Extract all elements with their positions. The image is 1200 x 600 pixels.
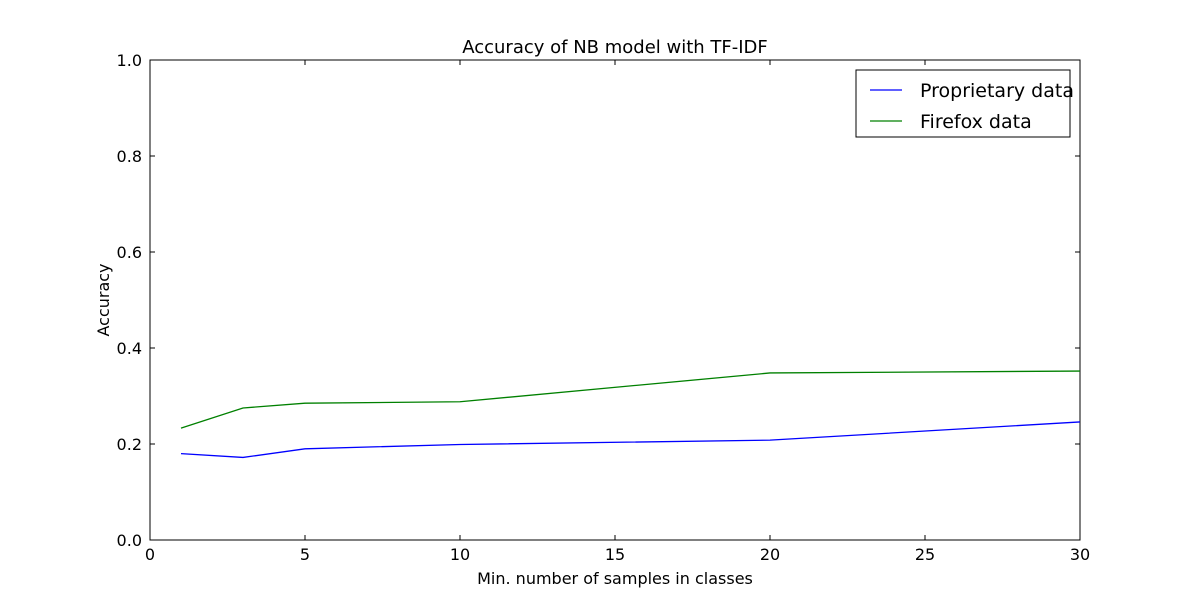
y-tick-label: 0.6 <box>117 243 142 262</box>
y-tick-label: 1.0 <box>117 51 142 70</box>
series-line-proprietary <box>180 421 1081 459</box>
x-tick-label: 30 <box>1070 545 1090 564</box>
x-tick-label: 10 <box>450 545 470 564</box>
x-axis-label: Min. number of samples in classes <box>477 569 753 588</box>
x-tick-label: 25 <box>915 545 935 564</box>
y-tick-label: 0.8 <box>117 147 142 166</box>
series-layer <box>180 370 1081 459</box>
x-tick-label: 20 <box>760 545 780 564</box>
series-line-firefox <box>180 370 1081 429</box>
legend-label-proprietary: Proprietary data <box>920 80 1074 102</box>
chart-title: Accuracy of NB model with TF-IDF <box>462 37 768 58</box>
y-tick-label: 0.4 <box>117 339 142 358</box>
x-tick-label: 5 <box>300 545 310 564</box>
x-tick-label: 0 <box>145 545 155 564</box>
legend: Proprietary data Firefox data <box>855 69 1074 138</box>
y-tick-label: 0.2 <box>117 435 142 454</box>
y-axis-label: Accuracy <box>94 263 113 336</box>
legend-frame <box>855 69 1071 138</box>
y-tick-label: 0.0 <box>117 531 142 550</box>
x-tick-label: 15 <box>605 545 625 564</box>
axis-ticks: 0 5 10 15 20 25 30 0.0 0.2 0.4 0.6 0.8 1.0 <box>117 51 1091 564</box>
legend-label-firefox: Firefox data <box>920 111 1032 133</box>
